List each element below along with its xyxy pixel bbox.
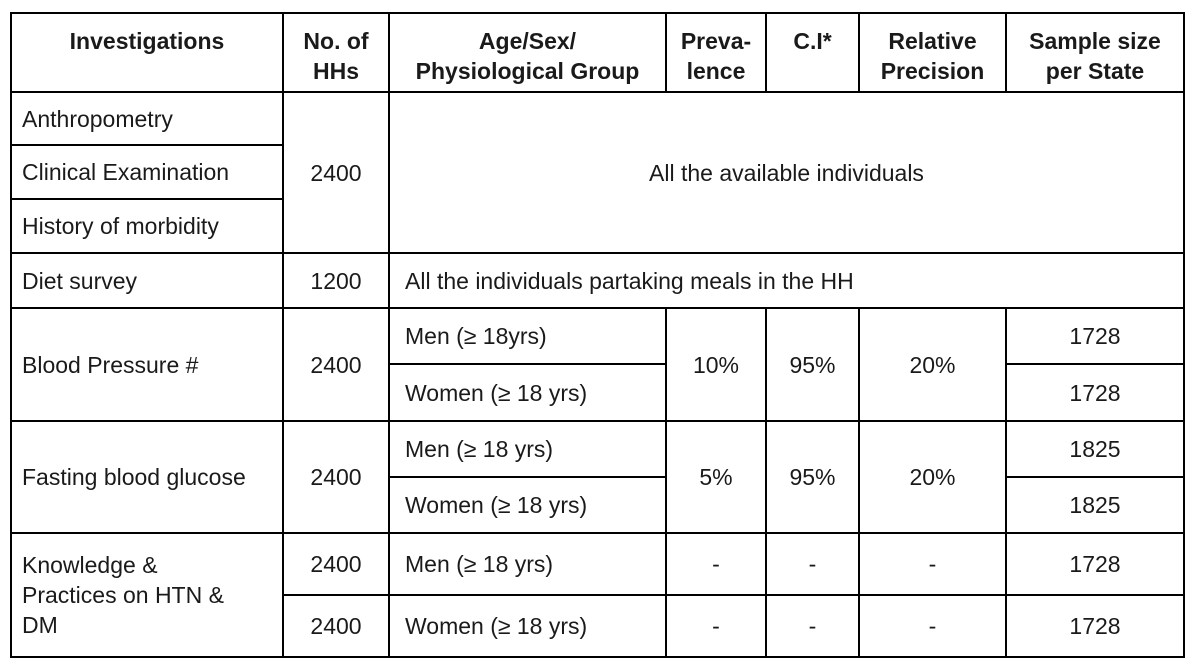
header-no-of-hhs: No. of HHs <box>282 12 390 93</box>
cell-anthro-block-hhs: 2400 <box>282 91 390 254</box>
cell-anthropometry: Anthropometry <box>10 91 284 146</box>
cell-fbg-ci: 95% <box>765 420 860 534</box>
cell-bp-men-group: Men (≥ 18yrs) <box>388 307 667 365</box>
cell-kp-men-relative-precision: - <box>858 532 1007 596</box>
header-relative-precision: Relative Precision <box>858 12 1007 93</box>
cell-fasting-blood-glucose: Fasting blood glucose <box>10 420 284 534</box>
cell-bp-prevalence: 10% <box>665 307 767 422</box>
cell-bp-ci: 95% <box>765 307 860 422</box>
cell-bp-women-group: Women (≥ 18 yrs) <box>388 363 667 422</box>
survey-sample-design-table: Investigations No. of HHs Age/Sex/ Physi… <box>10 12 1185 658</box>
cell-kp-women-group: Women (≥ 18 yrs) <box>388 594 667 658</box>
table-row: Diet survey 1200 All the individuals par… <box>10 252 1185 309</box>
table-row: Fasting blood glucose 2400 Men (≥ 18 yrs… <box>10 420 1185 534</box>
cell-fbg-women-sample: 1825 <box>1005 476 1185 534</box>
cell-diet-survey-note: All the individuals partaking meals in t… <box>388 252 1185 309</box>
table-row: 2400 Women (≥ 18 yrs) - - - 1728 <box>11 594 1185 658</box>
cell-clinical-examination: Clinical Examination <box>10 144 284 200</box>
cell-knowledge-practices: Knowledge & Practices on HTN & DM <box>10 532 284 658</box>
header-ci: C.I* <box>765 12 860 93</box>
cell-kp-women-hhs: 2400 <box>282 594 390 658</box>
table-row: Women (≥ 18 yrs) 1825 <box>11 476 1185 534</box>
header-prevalence: Preva- lence <box>665 12 767 93</box>
cell-kp-men-prevalence: - <box>665 532 767 596</box>
cell-kp-men-group: Men (≥ 18 yrs) <box>388 532 667 596</box>
table-row: Clinical Examination <box>10 144 1184 200</box>
cell-kp-men-sample: 1728 <box>1005 532 1185 596</box>
cell-history-of-morbidity: History of morbidity <box>10 198 284 254</box>
cell-fbg-hhs: 2400 <box>282 420 390 534</box>
cell-diet-survey: Diet survey <box>10 252 284 309</box>
cell-available-individuals-note: All the available individuals <box>388 91 1185 254</box>
header-sample-size: Sample size per State <box>1005 12 1185 93</box>
table-row: History of morbidity <box>10 198 1184 254</box>
cell-fbg-women-group: Women (≥ 18 yrs) <box>388 476 667 534</box>
cell-blood-pressure-hhs: 2400 <box>282 307 390 422</box>
table-row: Anthropometry 2400 All the available ind… <box>10 91 1185 254</box>
header-investigations: Investigations <box>10 12 284 93</box>
cell-fbg-men-sample: 1825 <box>1005 420 1185 478</box>
cell-kp-women-relative-precision: - <box>858 594 1007 658</box>
header-age-sex-group: Age/Sex/ Physiological Group <box>388 12 667 93</box>
table-row: Blood Pressure # 2400 Men (≥ 18yrs) 10% … <box>10 307 1185 422</box>
cell-kp-men-ci: - <box>765 532 860 596</box>
cell-blood-pressure: Blood Pressure # <box>10 307 284 422</box>
cell-kp-men-hhs: 2400 <box>282 532 390 596</box>
cell-fbg-men-group: Men (≥ 18 yrs) <box>388 420 667 478</box>
cell-bp-women-sample: 1728 <box>1005 363 1185 422</box>
cell-kp-women-prevalence: - <box>665 594 767 658</box>
cell-fbg-prevalence: 5% <box>665 420 767 534</box>
cell-bp-men-sample: 1728 <box>1005 307 1185 365</box>
cell-kp-women-sample: 1728 <box>1005 594 1185 658</box>
table-row: Knowledge & Practices on HTN & DM 2400 M… <box>10 532 1185 658</box>
cell-fbg-relative-precision: 20% <box>858 420 1007 534</box>
cell-kp-women-ci: - <box>765 594 860 658</box>
cell-diet-survey-hhs: 1200 <box>282 252 390 309</box>
header-row: Investigations No. of HHs Age/Sex/ Physi… <box>10 12 1185 93</box>
cell-bp-relative-precision: 20% <box>858 307 1007 422</box>
table-row: Women (≥ 18 yrs) 1728 <box>11 363 1185 422</box>
